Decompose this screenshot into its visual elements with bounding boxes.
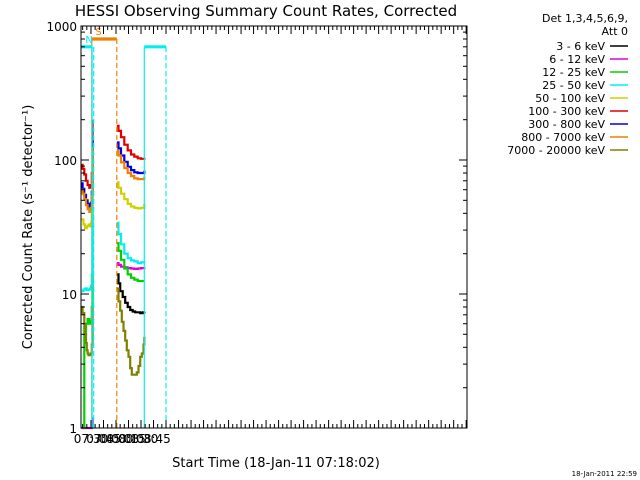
y-tick-label: 10 [62, 288, 77, 302]
y-axis: 1 10 100 1000 [46, 20, 467, 436]
legend-label-50-100-kev: 50 - 100 keV [535, 92, 605, 105]
y-tick-label: 1 [69, 422, 77, 436]
x-tick-label: 08:00 [99, 432, 134, 446]
legend-label-300-800-kev: 300 - 800 keV [528, 118, 605, 131]
legend-header-attenuator: Att 0 [602, 25, 628, 38]
series-line-12-25-kev-seg2 [116, 242, 145, 283]
legend-label-6-12-kev: 6 - 12 keV [549, 53, 605, 66]
series-line-25-50-kev-seg2 [116, 221, 146, 265]
legend-label-100-300-kev: 100 - 300 keV [528, 105, 605, 118]
x-axis-label: Start Time (18-Jan-11 07:18:02) [172, 456, 380, 471]
state-bar-label-n: N [85, 35, 92, 46]
series-line-800-7000-kev-seg2 [116, 149, 146, 181]
annotations-layer: SN [81, 27, 167, 428]
x-tick-label: 07:45 [86, 432, 121, 446]
x-tick-label: 07:30 [74, 432, 109, 446]
legend-header-detectors: Det 1,3,4,5,6,9, [542, 12, 628, 25]
y-tick-label: 1000 [46, 20, 77, 34]
x-tick-label: 08:30 [124, 432, 159, 446]
y-tick-label: 100 [54, 154, 77, 168]
series-line-50-100-kev-seg2 [116, 181, 146, 210]
chart-title: HESSI Observing Summary Count Rates, Cor… [75, 2, 457, 20]
y-axis-label: Corrected Count Rate (s⁻¹ detector⁻¹) [21, 105, 36, 350]
legend-label-3-6-kev: 3 - 6 keV [556, 40, 605, 53]
legend-label-7000-20000-kev: 7000 - 20000 keV [507, 144, 605, 157]
x-tick-label: 08:45 [136, 432, 171, 446]
footer-timestamp: 18-Jan-2011 22:59 [572, 470, 637, 478]
x-tick-label: 08:15 [111, 432, 146, 446]
legend-label-12-25-kev: 12 - 25 keV [542, 66, 605, 79]
legend-label-25-50-kev: 25 - 50 keV [542, 79, 605, 92]
series-line-300-800-kev-seg2 [116, 141, 146, 175]
series-line-3-6-kev-seg1 [116, 273, 146, 315]
state-bar-label-s: S [95, 27, 101, 38]
legend-label-800-7000-kev: 800 - 7000 keV [521, 131, 605, 144]
series-line-6-12-kev-seg2 [116, 262, 146, 270]
series-line-100-300-kev-seg2 [116, 124, 146, 160]
series-line-7000-20000-kev-seg2 [116, 287, 146, 376]
